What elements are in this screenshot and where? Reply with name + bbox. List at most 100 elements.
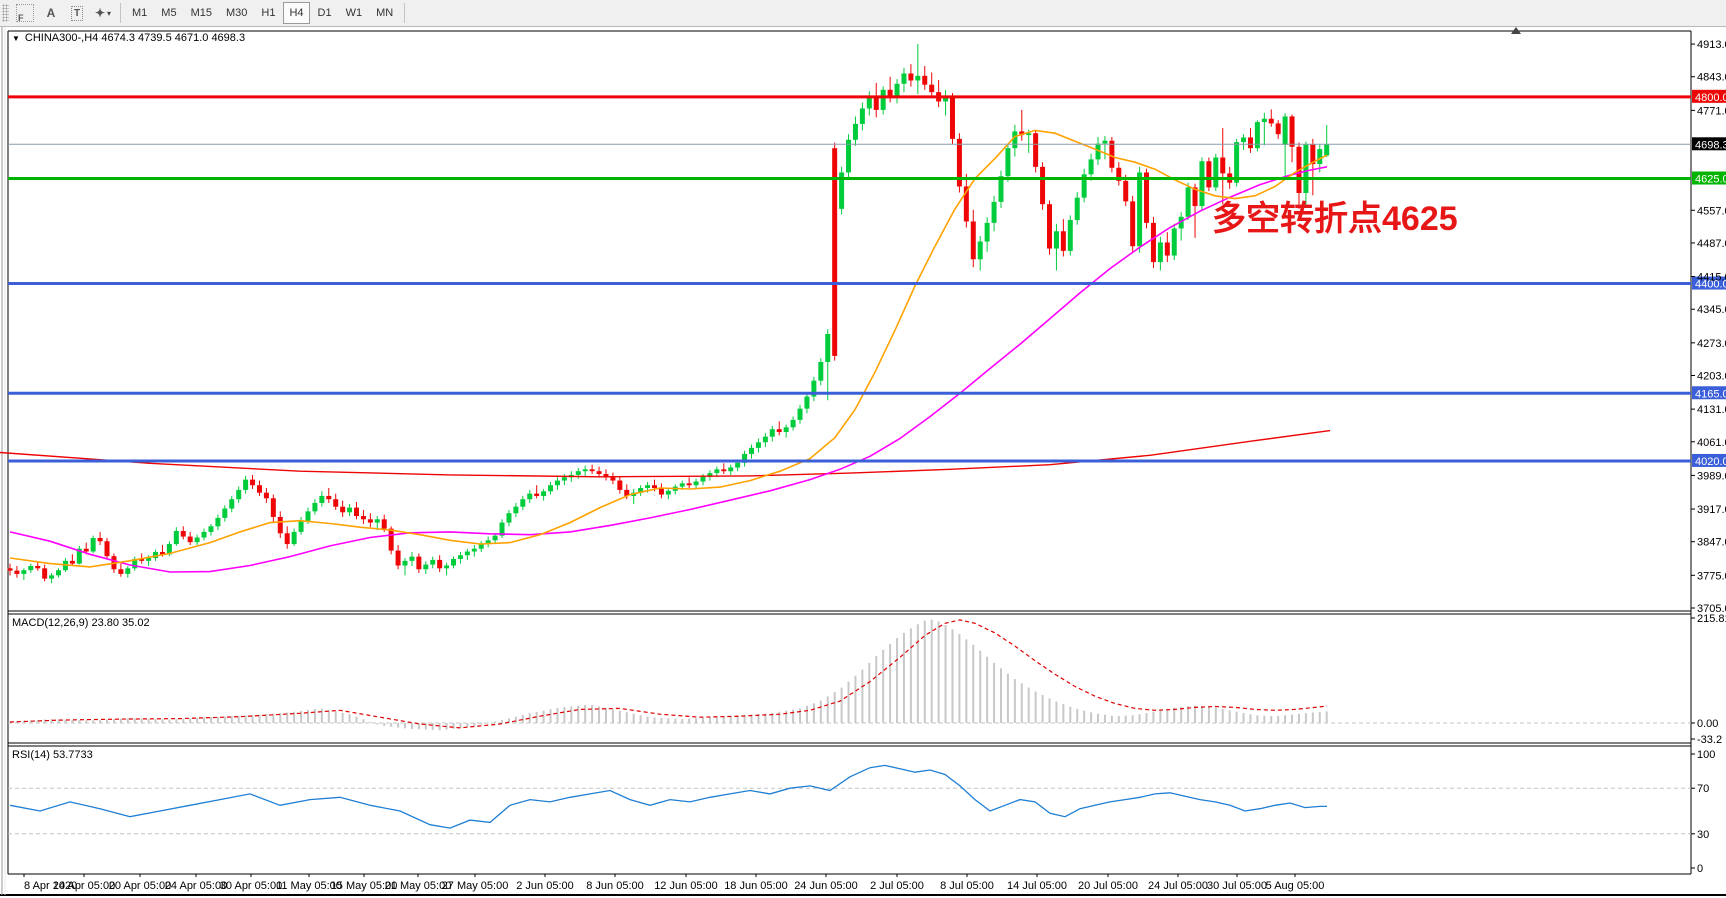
candle-body	[1157, 242, 1163, 263]
candle-body	[811, 380, 817, 397]
timeframe-button-w1[interactable]: W1	[345, 7, 363, 19]
date-axis-label: 2 Jul 05:00	[870, 880, 924, 892]
chart-title[interactable]: ▼ CHINA300-,H4 4674.3 4739.5 4671.0 4698.…	[12, 32, 245, 44]
candle-body	[624, 489, 630, 496]
candle-body	[1123, 180, 1129, 202]
date-axis-label: 8 Jun 05:00	[586, 880, 644, 892]
timeframe-button-m1[interactable]: M1	[132, 7, 148, 19]
candle-body	[603, 474, 609, 478]
candle-body	[1144, 172, 1150, 223]
timeframe-button-h1[interactable]: H1	[261, 7, 276, 19]
price-axis-label: 4843.0	[1697, 72, 1726, 84]
candle-body	[1081, 174, 1087, 198]
candle-body	[42, 568, 48, 579]
candle-body	[1317, 149, 1323, 165]
candle-body	[970, 221, 976, 260]
timeframe-button-h4[interactable]: H4	[283, 2, 310, 24]
timeframe-button-mn[interactable]: MN	[376, 7, 394, 19]
candle-body	[721, 469, 727, 472]
timeframe-button-d1[interactable]: D1	[317, 7, 332, 19]
date-axis-label: 11 May 05:00	[276, 880, 342, 892]
rsi-axis-label: 100	[1697, 749, 1715, 761]
candle-body	[340, 506, 346, 513]
timeframe-button-m30[interactable]: M30	[225, 7, 248, 19]
chevron-down-icon[interactable]: ▼	[12, 34, 20, 43]
candle-body	[1150, 222, 1156, 263]
candle-body	[1282, 116, 1288, 145]
chevron-down-icon: ▾	[107, 8, 112, 18]
candle-body	[949, 96, 955, 139]
candle-body	[388, 528, 394, 551]
price-badge-4400.0	[1692, 276, 1726, 290]
date-axis-label: 14 Apr 05:00	[53, 880, 115, 892]
letter-a-glyph: A	[46, 6, 56, 20]
candle-body	[180, 530, 186, 537]
candle-body	[658, 488, 664, 495]
candle-body	[984, 222, 990, 242]
date-axis-label: 18 Jun 05:00	[724, 880, 788, 892]
date-axis-label: 20 Apr 05:00	[109, 880, 171, 892]
candle-body	[395, 550, 401, 566]
candle-body	[1074, 197, 1080, 221]
chart-shift-marker[interactable]	[1511, 27, 1521, 34]
candle-body	[1095, 143, 1101, 160]
price-axis-label: 3989.0	[1697, 470, 1726, 482]
toolbar: F A T ✦ ▾ M1 M5 M15 M30 H1 H4 D1 W1 MN	[0, 0, 1726, 27]
candle-body	[208, 526, 214, 532]
annotation-text[interactable]: 多空转折点4625	[1212, 200, 1458, 238]
candle-body	[194, 537, 200, 543]
arrow-tools-button[interactable]: ✦ ▾	[91, 1, 115, 25]
candle-body	[14, 570, 20, 574]
candle-body	[742, 453, 748, 463]
candle-body	[693, 481, 699, 486]
candle-body	[901, 73, 907, 84]
candle-body	[360, 516, 366, 520]
candle-body	[236, 489, 242, 500]
candle-body	[700, 476, 706, 482]
price-badge-text: 4625.0	[1695, 174, 1726, 186]
date-axis-label: 2 Jun 05:00	[516, 880, 574, 892]
price-badge-text: 4698.3	[1695, 139, 1726, 151]
timeframe-button-m5[interactable]: M5	[161, 7, 177, 19]
candle-body	[1164, 242, 1170, 256]
text-label-icon[interactable]: A	[39, 1, 63, 25]
candle-body	[1324, 144, 1330, 156]
candle-body	[506, 513, 512, 523]
candle-body	[381, 519, 387, 529]
candle-body	[929, 84, 935, 93]
candle-body	[880, 89, 886, 110]
candle-body	[582, 469, 588, 472]
candle-body	[1088, 159, 1094, 175]
price-axis-label: 4415.0	[1697, 272, 1726, 284]
fibonacci-icon[interactable]: F	[13, 1, 37, 25]
price-axis-label: 4061.0	[1697, 437, 1726, 449]
candle-body	[146, 558, 152, 561]
price-axis-label: 4771.0	[1697, 105, 1726, 117]
candle-body	[49, 575, 55, 579]
toolbar-separator	[404, 3, 406, 23]
candle-body	[354, 507, 359, 517]
candle-body	[707, 473, 713, 477]
price-badge-4800.0	[1692, 89, 1726, 103]
candle-body	[201, 531, 207, 538]
ma-slow-red-line	[0, 429, 1331, 478]
candle-body	[575, 471, 581, 475]
chart-window[interactable]: 4800.0 4698.3 4625.0 4400.0 4165.0 4020.0 4913…	[0, 27, 1726, 898]
chart-canvas[interactable]: 4800.0 4698.3 4625.0 4400.0 4165.0 4020.0 4913…	[0, 27, 1726, 898]
macd-axis-label: 0.00	[1697, 718, 1718, 730]
candle-body	[1040, 166, 1046, 205]
candle-body	[859, 108, 865, 124]
price-axis-label: 4913.0	[1697, 39, 1726, 51]
candle-body	[159, 551, 165, 555]
toolbar-grip[interactable]	[2, 4, 9, 22]
candle-body	[56, 570, 62, 576]
timeframe-group: M1 M5 M15 M30 H1 H4 D1 W1 MN	[125, 2, 400, 24]
candle-body	[679, 483, 685, 487]
timeframe-button-m15[interactable]: M15	[190, 7, 212, 19]
price-badge-text: 4800.0	[1695, 92, 1726, 104]
text-tool-icon[interactable]: T	[65, 1, 89, 25]
candle-body	[1275, 123, 1281, 135]
candle-body	[402, 560, 408, 566]
candle-body	[125, 568, 131, 574]
candle-body	[915, 75, 921, 81]
